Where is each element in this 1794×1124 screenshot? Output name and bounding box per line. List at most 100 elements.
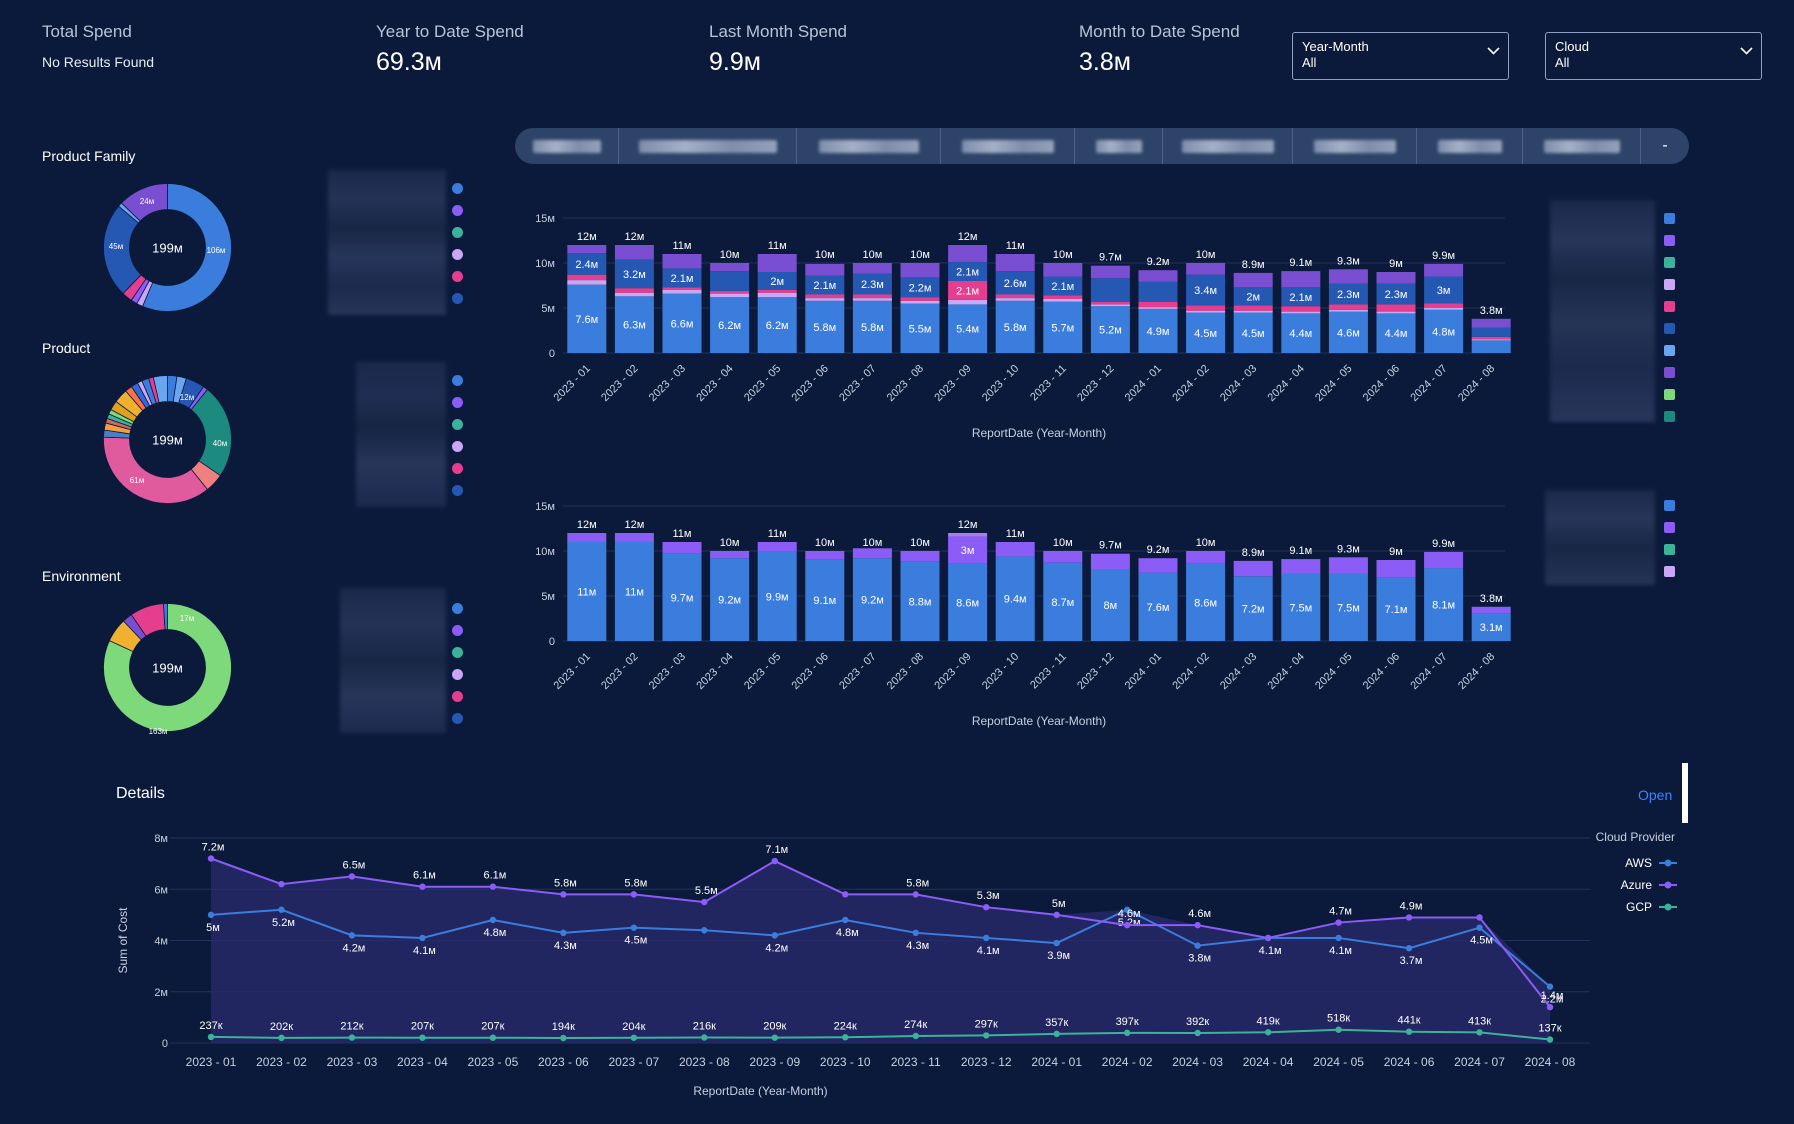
data-point — [1546, 1036, 1554, 1043]
open-link[interactable]: Open — [1638, 787, 1673, 803]
x-tick-label: 2024 - 02 — [1102, 1055, 1153, 1069]
x-tick-label: 2023 - 07 — [608, 1055, 659, 1069]
data-point — [771, 857, 778, 865]
data-point — [1053, 939, 1060, 947]
bar-segment — [1281, 271, 1321, 288]
x-tick-label: 2024 - 06 — [1384, 1055, 1435, 1069]
x-tick-label: 2023 - 11 — [1028, 651, 1069, 692]
tab-3[interactable] — [797, 128, 941, 164]
tab-more[interactable]: - — [1641, 128, 1689, 164]
bar-segment — [995, 298, 1035, 301]
data-point — [912, 1032, 919, 1040]
chevron-down-icon — [1740, 47, 1753, 55]
bar-total-label: 10м — [910, 249, 930, 261]
bar-segment-label: 2.4м — [575, 259, 598, 271]
tab-2[interactable] — [619, 128, 797, 164]
data-point — [207, 1033, 215, 1041]
data-label: 5м — [206, 922, 220, 934]
data-label: 4.6м — [1188, 908, 1211, 920]
bar-total-label: 12м — [624, 519, 644, 531]
y-tick-label: 5м — [541, 591, 555, 603]
bar-segment-label: 2.2м — [909, 282, 932, 294]
data-point — [1053, 1030, 1060, 1038]
legend-marker — [452, 271, 463, 282]
bar-segment — [1328, 309, 1368, 312]
bar-segment — [948, 281, 988, 300]
legend-marker — [1664, 903, 1672, 911]
data-point — [630, 891, 638, 898]
bar-segment — [1090, 301, 1130, 305]
tab-1[interactable] — [515, 128, 619, 164]
bar-segment — [1090, 278, 1130, 302]
product-legend-blurred — [356, 362, 446, 507]
data-point — [1194, 1029, 1201, 1037]
data-label: 224к — [834, 1020, 857, 1032]
series-line-aws — [210, 908, 1551, 988]
data-point — [1476, 914, 1483, 921]
bar-total-label: 12м — [577, 231, 597, 243]
tab-5[interactable] — [1075, 128, 1163, 164]
tab-7[interactable] — [1293, 128, 1417, 164]
bar-segment — [614, 533, 654, 542]
legend-marker — [452, 691, 463, 702]
bar-total-label: 9м — [1389, 258, 1403, 270]
y-tick-label: 0 — [549, 348, 555, 360]
bar-segment — [852, 300, 892, 353]
cloud-filter[interactable]: Cloud All — [1545, 32, 1762, 80]
x-tick-label: 2024 - 07 — [1454, 1055, 1505, 1069]
x-tick-label: 2023 - 08 — [679, 1055, 730, 1069]
data-label: 4.6м — [1118, 908, 1141, 920]
data-point — [771, 1034, 778, 1041]
year-month-filter[interactable]: Year-Month All — [1292, 32, 1509, 80]
bar-segment — [1424, 568, 1464, 641]
bar-segment-label: 7.6м — [575, 314, 598, 326]
legend-marker — [1664, 411, 1675, 422]
bar-segment — [757, 297, 797, 353]
kpi-mtd-spend-label: Month to Date Spend — [1079, 22, 1240, 41]
data-label: 4.3м — [554, 940, 577, 952]
bar-segment-label: 4.4м — [1385, 328, 1408, 340]
tab-9[interactable] — [1523, 128, 1641, 164]
bar-segment — [1424, 263, 1464, 277]
y-tick-label: 8м — [154, 833, 168, 845]
environment-donut[interactable]: 199м 163м 17м — [95, 595, 240, 740]
tab-8[interactable] — [1417, 128, 1523, 164]
bar-segment-label: 2.1м — [956, 267, 979, 279]
x-axis-title: ReportDate (Year-Month) — [693, 1084, 827, 1098]
legend-marker — [1664, 323, 1675, 334]
x-tick-label: 2023 - 03 — [647, 651, 688, 692]
bar-segment — [995, 254, 1035, 272]
bar-segment-label: 6.2м — [766, 320, 789, 332]
tab-6[interactable] — [1163, 128, 1293, 164]
bar-total-label: 9.2м — [1147, 256, 1170, 268]
x-tick-label: 2024 - 01 — [1031, 1055, 1082, 1069]
bar-segment — [1328, 557, 1368, 574]
bar-segment — [1233, 576, 1273, 641]
legend-marker — [452, 603, 463, 614]
product-family-donut[interactable]: 199м 106м 45м 24м — [95, 175, 240, 320]
legend-marker — [452, 375, 463, 386]
x-tick-label: 2023 - 05 — [742, 363, 783, 404]
legend-marker — [1664, 881, 1672, 889]
data-label: 4.3м — [906, 940, 929, 952]
data-point — [842, 1034, 849, 1041]
x-tick-label: 2024 - 07 — [1408, 363, 1449, 404]
bar-segment — [662, 287, 702, 290]
series-line-gcp — [210, 1028, 1551, 1041]
x-tick-label: 2023 - 09 — [749, 1055, 800, 1069]
bar-segment — [567, 533, 607, 542]
tab-4[interactable] — [941, 128, 1075, 164]
data-point — [1546, 983, 1554, 990]
bar-segment — [614, 288, 654, 293]
product-title: Product — [42, 340, 91, 356]
data-label: 237к — [199, 1020, 222, 1032]
data-point — [489, 883, 497, 890]
bar-segment — [567, 284, 607, 353]
donut-slice — [103, 603, 232, 732]
product-donut[interactable]: 199м 61м 40м 12м — [95, 367, 240, 512]
bar-segment — [1376, 304, 1416, 312]
product-family-title: Product Family — [42, 148, 136, 164]
data-label: 5.8м — [554, 877, 577, 889]
data-label: 5.8м — [624, 877, 647, 889]
scroll-indicator[interactable] — [1682, 763, 1688, 823]
